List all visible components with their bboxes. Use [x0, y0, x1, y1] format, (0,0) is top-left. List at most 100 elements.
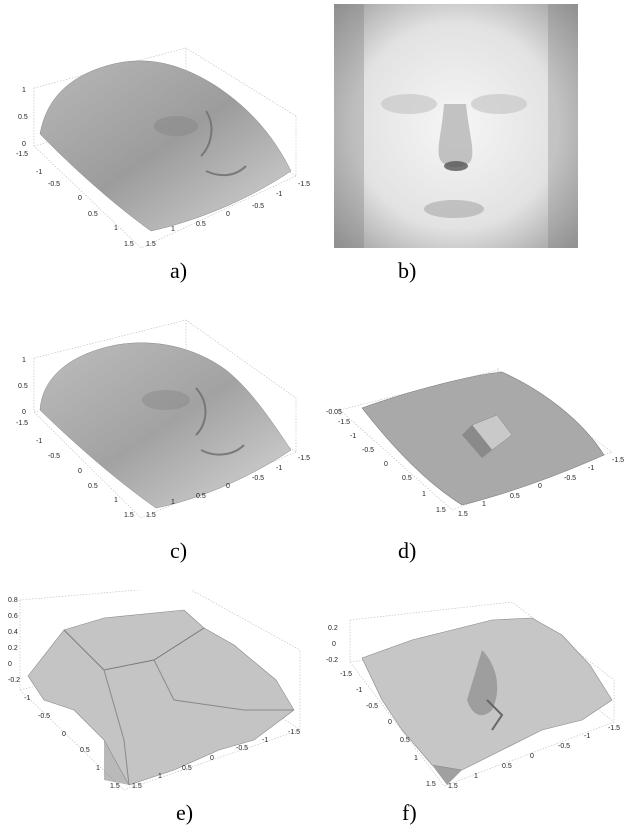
y-tick: -1 [350, 433, 356, 440]
z-tick: 0.5 [18, 114, 28, 121]
nose-bump [471, 414, 513, 451]
z-tick: 0.5 [18, 383, 28, 390]
y-tick: 0 [384, 461, 388, 468]
z-tick: 0.4 [8, 629, 18, 636]
y-tick: 0.5 [80, 747, 90, 754]
x-tick: -1 [276, 465, 282, 472]
y-tick: 1 [114, 225, 118, 232]
x-tick: -0.5 [564, 475, 576, 482]
y-tick: -0.5 [48, 181, 60, 188]
nose-shadow [467, 650, 498, 716]
y-tick: 1 [422, 491, 426, 498]
x-tick: -0.5 [252, 203, 264, 210]
y-tick: 1.5 [436, 507, 446, 514]
z-tick: 0.6 [8, 613, 18, 620]
z-tick: -0.05 [326, 409, 342, 416]
y-tick: -0.5 [38, 713, 50, 720]
z-tick: 0.8 [8, 597, 18, 604]
eye-shadow [154, 116, 198, 136]
x-tick: 1.5 [146, 241, 156, 248]
x-tick: 1.5 [132, 783, 142, 790]
nose-ridge [200, 110, 213, 157]
panel-f-surface: 0.2 0 -0.2 -1.5 -1 -0.5 0 0.5 1 1.5 1.5 … [322, 590, 630, 795]
caption-d: d) [398, 538, 417, 563]
y-tick: -1.5 [16, 151, 28, 158]
caption-e: e) [176, 800, 194, 825]
x-tick: -0.5 [236, 745, 248, 752]
x-tick: -1.5 [298, 455, 310, 462]
z-tick: 0 [332, 641, 336, 648]
y-tick: 1 [114, 497, 118, 504]
panel-d-surface: -0.05 -1.5 -1 -0.5 0 0.5 1 1.5 1.5 1 0.5… [322, 320, 630, 532]
y-tick: -1.5 [338, 419, 350, 426]
right-eye [471, 94, 527, 114]
z-tick: 0 [22, 141, 26, 148]
x-tick: 1 [482, 501, 486, 508]
y-tick: 0 [78, 468, 82, 475]
x-tick: -1 [584, 733, 590, 740]
mouth [424, 200, 484, 218]
z-tick: 1 [22, 87, 26, 94]
caption-a: a) [170, 258, 188, 283]
y-tick: 1.5 [110, 783, 120, 790]
y-tick: 1 [96, 765, 100, 772]
y-tick: -1 [356, 687, 362, 694]
y-tick: -1.5 [16, 420, 28, 427]
panel-e-surface: 0.8 0.6 0.4 0.2 0 -0.2 -1 -0.5 0 0.5 1 1… [4, 590, 316, 795]
x-tick: 1.5 [146, 512, 156, 519]
nose [438, 104, 473, 168]
nose-shadow [462, 425, 492, 458]
x-tick: 0.5 [510, 493, 520, 500]
panel-a-surface: 1 0.5 0 -1.5 -1 -0.5 0 0.5 1 1.5 1.5 1 0… [6, 6, 316, 251]
z-tick: 0 [8, 661, 12, 668]
y-tick: 0.5 [88, 211, 98, 218]
y-tick: 1.5 [124, 241, 134, 248]
x-tick: -1 [276, 191, 282, 198]
y-tick: 0.5 [88, 483, 98, 490]
z-tick: 0 [22, 409, 26, 416]
x-tick: -0.5 [558, 743, 570, 750]
x-tick: 0 [538, 483, 542, 490]
x-tick: 1 [171, 226, 175, 233]
z-tick: 0.2 [8, 645, 18, 652]
mouth [205, 165, 247, 177]
mouth-ridge [486, 699, 504, 731]
panel-c-surface: 1 0.5 0 -1.5 -1 -0.5 0 0.5 1 1.5 1.5 1 0… [6, 310, 316, 530]
distorted-surface [27, 609, 295, 786]
left-eye [381, 94, 437, 114]
y-tick: 0.5 [400, 737, 410, 744]
face-surface [39, 342, 292, 509]
y-tick: 0 [78, 195, 82, 202]
x-tick: 1.5 [458, 511, 468, 518]
z-tick: -0.2 [8, 677, 20, 684]
face-surface [39, 60, 292, 232]
y-tick: 0.5 [402, 475, 412, 482]
x-tick: 1 [474, 773, 478, 780]
x-tick: 0 [226, 483, 230, 490]
x-tick: -1.5 [288, 729, 300, 736]
x-tick: 0.5 [196, 493, 206, 500]
x-tick: 0 [530, 753, 534, 760]
x-tick: -1.5 [298, 181, 310, 188]
y-tick: -1.5 [340, 671, 352, 678]
nostrils [444, 161, 468, 171]
caption-c: c) [170, 538, 188, 563]
panel-b-image [334, 4, 578, 248]
eye-shadow [142, 390, 190, 410]
y-tick: 0 [388, 719, 392, 726]
nose-ridge [195, 387, 207, 436]
y-tick: -1 [24, 695, 30, 702]
x-tick: 1 [158, 773, 162, 780]
x-tick: -1.5 [608, 725, 620, 732]
y-tick: 0 [62, 731, 66, 738]
x-tick: 1 [171, 499, 175, 506]
x-tick: -1.5 [612, 457, 624, 464]
z-tick: 0.2 [328, 625, 338, 632]
y-tick: -0.5 [48, 453, 60, 460]
x-tick: -1 [588, 465, 594, 472]
caption-f: f) [402, 800, 417, 825]
x-tick: 0.5 [196, 221, 206, 228]
mouth [200, 444, 245, 456]
x-tick: 0.5 [182, 765, 192, 772]
caption-b: b) [398, 258, 417, 283]
